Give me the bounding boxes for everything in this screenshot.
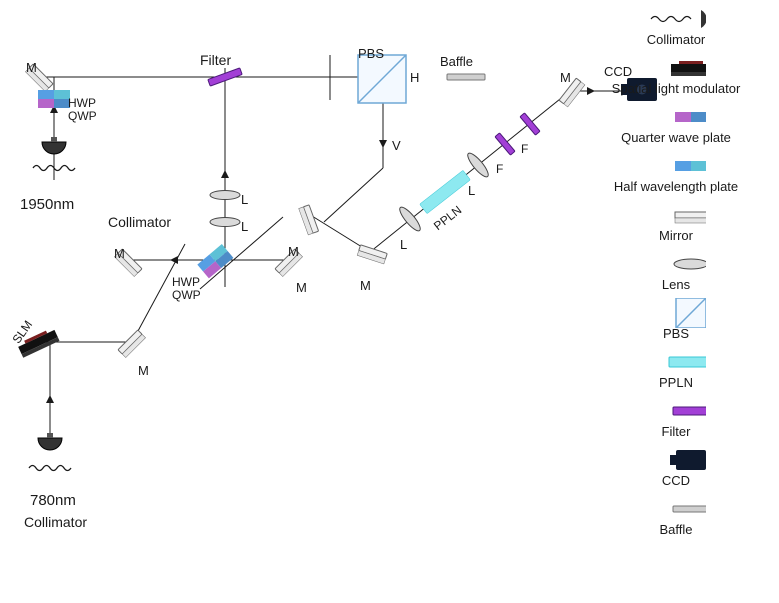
label: M xyxy=(360,278,371,293)
legend-item: PPLN xyxy=(581,349,771,390)
label: M xyxy=(560,70,571,85)
label: M xyxy=(114,246,125,261)
label: 780nm xyxy=(30,492,76,509)
label: CCD xyxy=(604,64,632,79)
legend-item: CCD xyxy=(581,447,771,488)
label: HWP xyxy=(68,96,96,110)
legend-item: Lens xyxy=(581,251,771,292)
legend-item: Baffle xyxy=(581,496,771,537)
label: HWP xyxy=(172,275,200,289)
label: Collimator xyxy=(24,514,87,530)
legend-label: Collimator xyxy=(647,32,706,47)
label: QWP xyxy=(172,288,201,302)
legend-item: Mirror xyxy=(581,202,771,243)
label: Collimator xyxy=(108,214,171,230)
label: L xyxy=(241,219,248,234)
legend-label: Mirror xyxy=(659,228,693,243)
label: QWP xyxy=(68,109,97,123)
legend-label: Baffle xyxy=(659,522,692,537)
label: L xyxy=(468,183,475,198)
legend-label: Lens xyxy=(662,277,690,292)
legend-label: Half wavelength plate xyxy=(614,179,738,194)
legend-item: Half wavelength plate xyxy=(581,153,771,194)
legend-label: Spatial light modulator xyxy=(612,81,741,96)
label: M xyxy=(288,244,299,259)
label: M xyxy=(296,280,307,295)
label: L xyxy=(400,237,407,252)
label: F xyxy=(521,142,528,156)
label: M xyxy=(138,363,149,378)
label: PBS xyxy=(358,46,384,61)
label: 1950nm xyxy=(20,196,74,213)
legend-item: PBS xyxy=(581,300,771,341)
legend-label: Quarter wave plate xyxy=(621,130,731,145)
legend-label: CCD xyxy=(662,473,690,488)
legend-item: Quarter wave plate xyxy=(581,104,771,145)
label: V xyxy=(392,138,401,153)
legend-label: PPLN xyxy=(659,375,693,390)
label: M xyxy=(26,60,37,75)
legend-item: Filter xyxy=(581,398,771,439)
label: Baffle xyxy=(440,54,473,69)
label: H xyxy=(410,70,419,85)
label: L xyxy=(241,192,248,207)
legend-item: Collimator xyxy=(581,6,771,47)
label: Filter xyxy=(200,52,231,68)
legend-label: Filter xyxy=(662,424,691,439)
legend-label: PBS xyxy=(663,326,689,341)
label: F xyxy=(496,162,503,176)
legend: Collimator Spatial light modulator Quarter… xyxy=(581,6,771,545)
